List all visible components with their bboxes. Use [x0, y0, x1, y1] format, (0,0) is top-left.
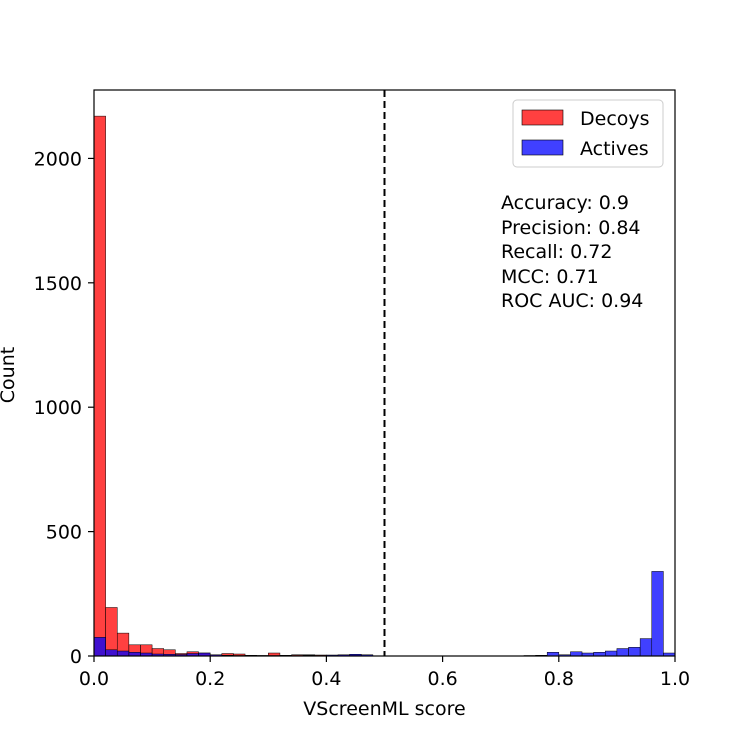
x-tick-label: 1.0 [660, 668, 690, 690]
actives-bar [93, 637, 106, 657]
metrics-annotation: Accuracy: 0.9 Precision: 0.84 Recall: 0.… [501, 192, 643, 312]
metric-recall: Recall: 0.72 [501, 241, 612, 263]
decoys-bar [93, 115, 106, 657]
actives-bar [605, 650, 618, 657]
metric-precision: Precision: 0.84 [501, 217, 641, 239]
y-axis: 0 500 1000 1500 2000 [34, 148, 94, 668]
actives-bar [616, 648, 629, 657]
y-tick-label: 0 [70, 646, 82, 668]
x-tick-label: 0.4 [311, 668, 341, 690]
plot-frame [93, 89, 676, 657]
decoys-bar [105, 607, 118, 657]
metric-mcc: MCC: 0.71 [501, 266, 599, 288]
actives-bar [651, 571, 664, 657]
x-tick-label: 0.8 [544, 668, 574, 690]
y-axis-label: Count [0, 347, 19, 403]
x-tick-label: 0.0 [79, 668, 109, 690]
y-tick-label: 500 [46, 522, 82, 544]
x-axis-label: VScreenML score [303, 698, 465, 720]
actives-bar [105, 649, 118, 657]
x-tick-label: 0.6 [427, 668, 457, 690]
decoys-series [93, 115, 513, 657]
legend-swatch-actives [521, 139, 564, 156]
legend-label-actives: Actives [580, 138, 649, 160]
metric-roc-auc: ROC AUC: 0.94 [501, 290, 643, 312]
y-tick-label: 1000 [34, 397, 82, 419]
x-tick-label: 0.2 [195, 668, 225, 690]
x-axis: 0.0 0.2 0.4 0.6 0.8 1.0 [79, 656, 690, 690]
actives-bar [116, 650, 130, 657]
legend: Decoys Actives [512, 99, 664, 168]
y-tick-label: 1500 [34, 273, 82, 295]
y-tick-label: 2000 [34, 148, 82, 170]
actives-bar [570, 651, 583, 657]
actives-bar [639, 638, 653, 657]
legend-label-decoys: Decoys [580, 108, 650, 130]
legend-swatch-decoys [521, 109, 564, 126]
actives-bar [628, 647, 641, 657]
metric-accuracy: Accuracy: 0.9 [501, 192, 629, 214]
